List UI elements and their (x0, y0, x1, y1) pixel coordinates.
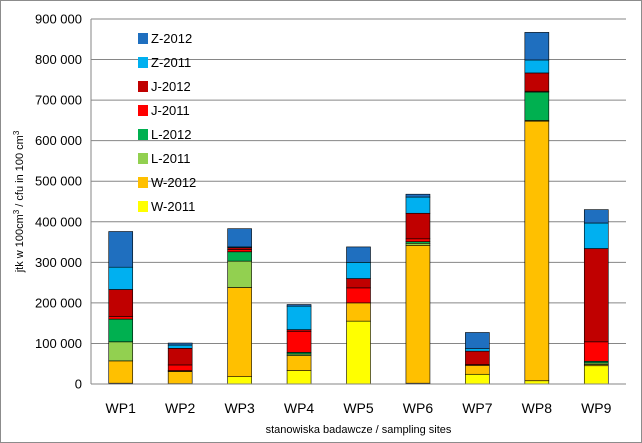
y-tick-labels: 0 100 000 200 000 300 000 400 000 500 000 600 … (35, 12, 82, 392)
bar-segment (108, 318, 134, 343)
bar-segment (405, 212, 431, 240)
y-tick-label: 200 000 (35, 295, 82, 310)
bar-segment (167, 342, 193, 346)
bar-segment (167, 371, 193, 384)
bar-segment (583, 341, 609, 362)
bar-segment (346, 287, 371, 304)
legend-label: Z-2012 (151, 31, 192, 46)
bar-segment (346, 246, 371, 263)
bar-segment (465, 332, 490, 350)
y-tick-label: 900 000 (35, 12, 82, 27)
y-tick-label: 300 000 (35, 255, 82, 270)
bar-segment (583, 365, 609, 385)
x-tick-label: WP2 (165, 400, 196, 416)
bar-segment (167, 364, 193, 371)
y-axis-title-main: jtk w 100cm (14, 214, 26, 273)
legend-label: Z-2011 (151, 55, 191, 70)
x-tick-label: WP8 (522, 400, 553, 416)
bar-segment (227, 228, 252, 248)
y-axis-title-sup1: 3 (12, 209, 21, 214)
bar-segment (286, 305, 312, 330)
y-tick-label: 100 000 (35, 336, 82, 351)
bar-segment (346, 278, 371, 289)
legend-swatch (138, 81, 148, 92)
bar-segment (286, 370, 312, 385)
bar-segment (346, 262, 371, 279)
bar-segment (227, 376, 252, 385)
legend-swatch (138, 57, 148, 68)
legend-swatch (138, 177, 148, 188)
bars (108, 32, 609, 385)
legend-swatch (138, 105, 148, 116)
bar-segment (405, 238, 431, 242)
x-tick-label: WP7 (462, 400, 493, 416)
bar-segment (583, 248, 609, 343)
bar-segment (227, 260, 252, 288)
bar-segment (286, 355, 312, 371)
x-tick-label: WP9 (581, 400, 612, 416)
y-tick-label: 600 000 (35, 133, 82, 148)
bar-segment (108, 289, 134, 317)
legend-swatch (138, 33, 148, 44)
y-axis-title-mid: / cfu in 100 cm (14, 135, 26, 210)
y-tick-label: 400 000 (35, 214, 82, 229)
legend-swatch (138, 129, 148, 140)
bar-segment (108, 360, 134, 384)
bar-segment (227, 249, 252, 253)
bar-segment (465, 365, 490, 375)
bar-segment (524, 120, 550, 382)
y-axis-title-sup2: 3 (12, 130, 21, 135)
bar-segment (346, 320, 371, 385)
legend-swatch (138, 153, 148, 164)
legend-label: L-2011 (151, 151, 191, 166)
bar-segment (583, 209, 609, 224)
y-tick-label: 0 (75, 377, 82, 392)
gridlines (91, 18, 626, 344)
legend-label: W-2012 (151, 175, 196, 190)
legend-label: W-2011 (151, 199, 195, 214)
bar-segment (227, 251, 252, 262)
bar-segment (465, 348, 490, 352)
bar-segment (405, 242, 431, 246)
x-tick-label: WP4 (284, 400, 315, 416)
bar-segment (346, 302, 371, 322)
legend-label: J-2011 (151, 103, 190, 118)
bar-segment (405, 193, 431, 198)
y-axis-title: jtk w 100cm3 / cfu in 100 cm3 (12, 130, 27, 273)
bar-segment (108, 231, 134, 268)
bar-segment (405, 245, 431, 384)
bar-segment (583, 222, 609, 249)
x-axis-title: stanowiska badawcze / sampling sites (266, 424, 452, 436)
bar-segment (465, 373, 490, 385)
bar-segment (524, 59, 550, 74)
bar-segment (108, 266, 134, 290)
bar-segment (167, 348, 193, 366)
x-tick-label: WP6 (403, 400, 434, 416)
bar-segment (286, 330, 312, 353)
bar-segment (286, 304, 312, 307)
legend: Z-2012 Z-2011 J-2012 J-2011 L-2012 L-2011 W-20… (138, 31, 196, 214)
x-tick-labels: WP1 WP2 WP3 WP4 WP5 WP6 WP7 WP8 WP9 (106, 400, 612, 416)
bar-segment (405, 196, 431, 214)
legend-swatch (138, 201, 148, 212)
y-tick-label: 500 000 (35, 174, 82, 189)
bar-segment (167, 344, 193, 349)
legend-label: L-2012 (151, 127, 191, 142)
x-tick-label: WP3 (224, 400, 255, 416)
bar-segment (524, 91, 550, 121)
y-tick-label: 700 000 (35, 93, 82, 108)
x-tick-label: WP1 (106, 400, 137, 416)
y-tick-label: 800 000 (35, 52, 82, 67)
bar-segment (108, 341, 134, 362)
bar-segment (227, 287, 252, 378)
legend-label: J-2012 (151, 79, 191, 94)
x-tick-label: WP5 (343, 400, 374, 416)
bar-segment (524, 72, 550, 92)
bar-segment (524, 32, 550, 61)
bar-segment (108, 316, 134, 320)
bar-segment (465, 350, 490, 365)
